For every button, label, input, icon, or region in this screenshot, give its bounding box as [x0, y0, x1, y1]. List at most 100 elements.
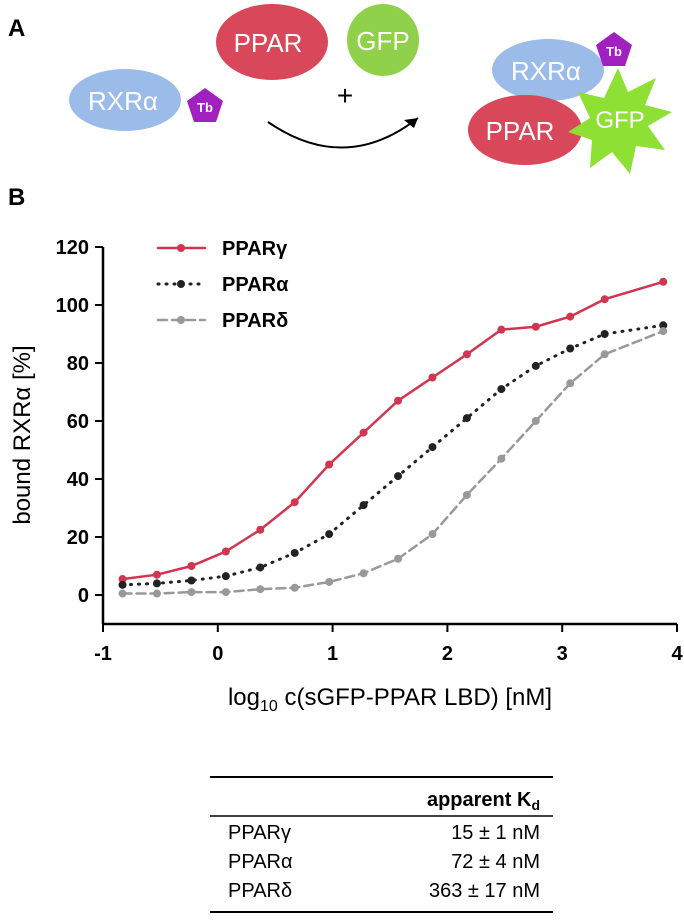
rxr-shape [492, 39, 604, 101]
data-point [325, 530, 334, 539]
data-point [290, 498, 299, 507]
data-point [531, 417, 540, 425]
row-label: PPARα [228, 851, 293, 873]
data-point [325, 460, 334, 469]
tb-shape [596, 32, 632, 66]
legend-label: PPARγ [222, 238, 288, 260]
gfp-shape [347, 4, 419, 76]
data-point [152, 579, 161, 588]
label: RXRα [88, 86, 158, 116]
data-point [600, 350, 609, 359]
x-tick-label: 0 [212, 643, 223, 665]
tb-shape [187, 88, 223, 122]
data-point [118, 589, 127, 598]
data-point [600, 330, 609, 338]
data-point [497, 385, 506, 394]
y-tick-label: 80 [67, 353, 89, 375]
data-point [394, 396, 403, 405]
x-label-part: log [228, 684, 260, 711]
series-line [121, 280, 665, 581]
data-point [531, 361, 540, 370]
x-tick-label: 2 [442, 643, 453, 665]
row-label: PPARγ [228, 822, 291, 844]
data-point [118, 580, 127, 589]
data-point [221, 572, 230, 581]
arrow-head [404, 118, 418, 128]
y-tick-label: 120 [56, 237, 89, 259]
data-point [566, 379, 575, 388]
arrow [267, 117, 419, 149]
gfp-burst [568, 68, 672, 174]
label: PPAR [234, 28, 303, 58]
label: GFP [356, 26, 409, 56]
plot: 0 20 40 60 80 100 120 -1 0 1 2 3 4 PPARγ PPARα PPARδ [56, 237, 684, 665]
legend-marker [177, 316, 185, 324]
label: Tb [197, 100, 213, 115]
data-point [118, 575, 127, 584]
data-point [325, 577, 334, 586]
row-value: 72 ± 4 nM [451, 851, 540, 873]
data-point [152, 570, 161, 579]
data-point [359, 428, 368, 437]
label: GFP [595, 107, 644, 134]
data-point [359, 569, 368, 578]
row-label: PPARδ [228, 880, 292, 902]
data-point [359, 501, 368, 510]
row-value: 363 ± 17 nM [429, 880, 540, 902]
y-axis-label: bound RXRα [%] [9, 345, 36, 524]
label: RXRα [511, 56, 581, 86]
panel-label: B [8, 184, 25, 211]
data-point [256, 563, 265, 572]
y-tick-label: 100 [56, 295, 89, 317]
data-point [256, 525, 265, 534]
data-point [394, 554, 403, 563]
data-point [497, 325, 506, 334]
series-line [121, 329, 665, 595]
ppar-shape [216, 4, 328, 80]
rxr-shape [69, 69, 181, 131]
panel-label: A [8, 15, 25, 42]
table-body: PPARγ 15 ± 1 nM PPARα 72 ± 4 nM PPARδ 363 ± 1… [228, 822, 540, 902]
data-point [221, 588, 230, 597]
label: + [337, 80, 353, 111]
label: PPAR [486, 116, 555, 146]
data-point [531, 322, 540, 331]
data-point [152, 589, 161, 598]
table-header: apparent Kd [427, 789, 540, 813]
data-point [462, 414, 471, 423]
data-point [566, 344, 575, 353]
data-point [462, 490, 471, 499]
header-sub: d [531, 797, 540, 813]
data-point [659, 321, 668, 330]
row-value: 15 ± 1 nM [451, 822, 540, 844]
data-point [290, 583, 299, 592]
label: Tb [606, 44, 622, 59]
data-point [497, 454, 506, 463]
data-point [428, 443, 437, 452]
data-point [256, 585, 265, 594]
data-point [221, 547, 230, 556]
legend-marker [177, 280, 185, 288]
data-point [428, 373, 437, 382]
legend-marker [177, 244, 185, 252]
x-tick-label: -1 [94, 643, 112, 665]
y-tick-label: 60 [67, 411, 89, 433]
data-point [187, 562, 196, 570]
x-axis-label: log10 c(sGFP-PPAR LBD) [nM] [228, 684, 552, 715]
data-point [600, 295, 609, 304]
series-line [121, 323, 665, 587]
ppar-shape [468, 95, 582, 165]
data-point [187, 588, 196, 597]
data-point [462, 350, 471, 359]
y-tick-label: 0 [78, 585, 89, 607]
data-point [659, 327, 668, 336]
data-point [566, 312, 575, 321]
data-point [394, 472, 403, 481]
x-label-part: c(sGFP-PPAR LBD) [nM] [278, 684, 552, 711]
x-tick-label: 1 [327, 643, 338, 665]
data-point [290, 548, 299, 557]
data-point [187, 576, 196, 585]
header-text: apparent K [427, 789, 532, 811]
y-tick-label: 20 [67, 527, 89, 549]
x-tick-label: 4 [671, 643, 683, 665]
